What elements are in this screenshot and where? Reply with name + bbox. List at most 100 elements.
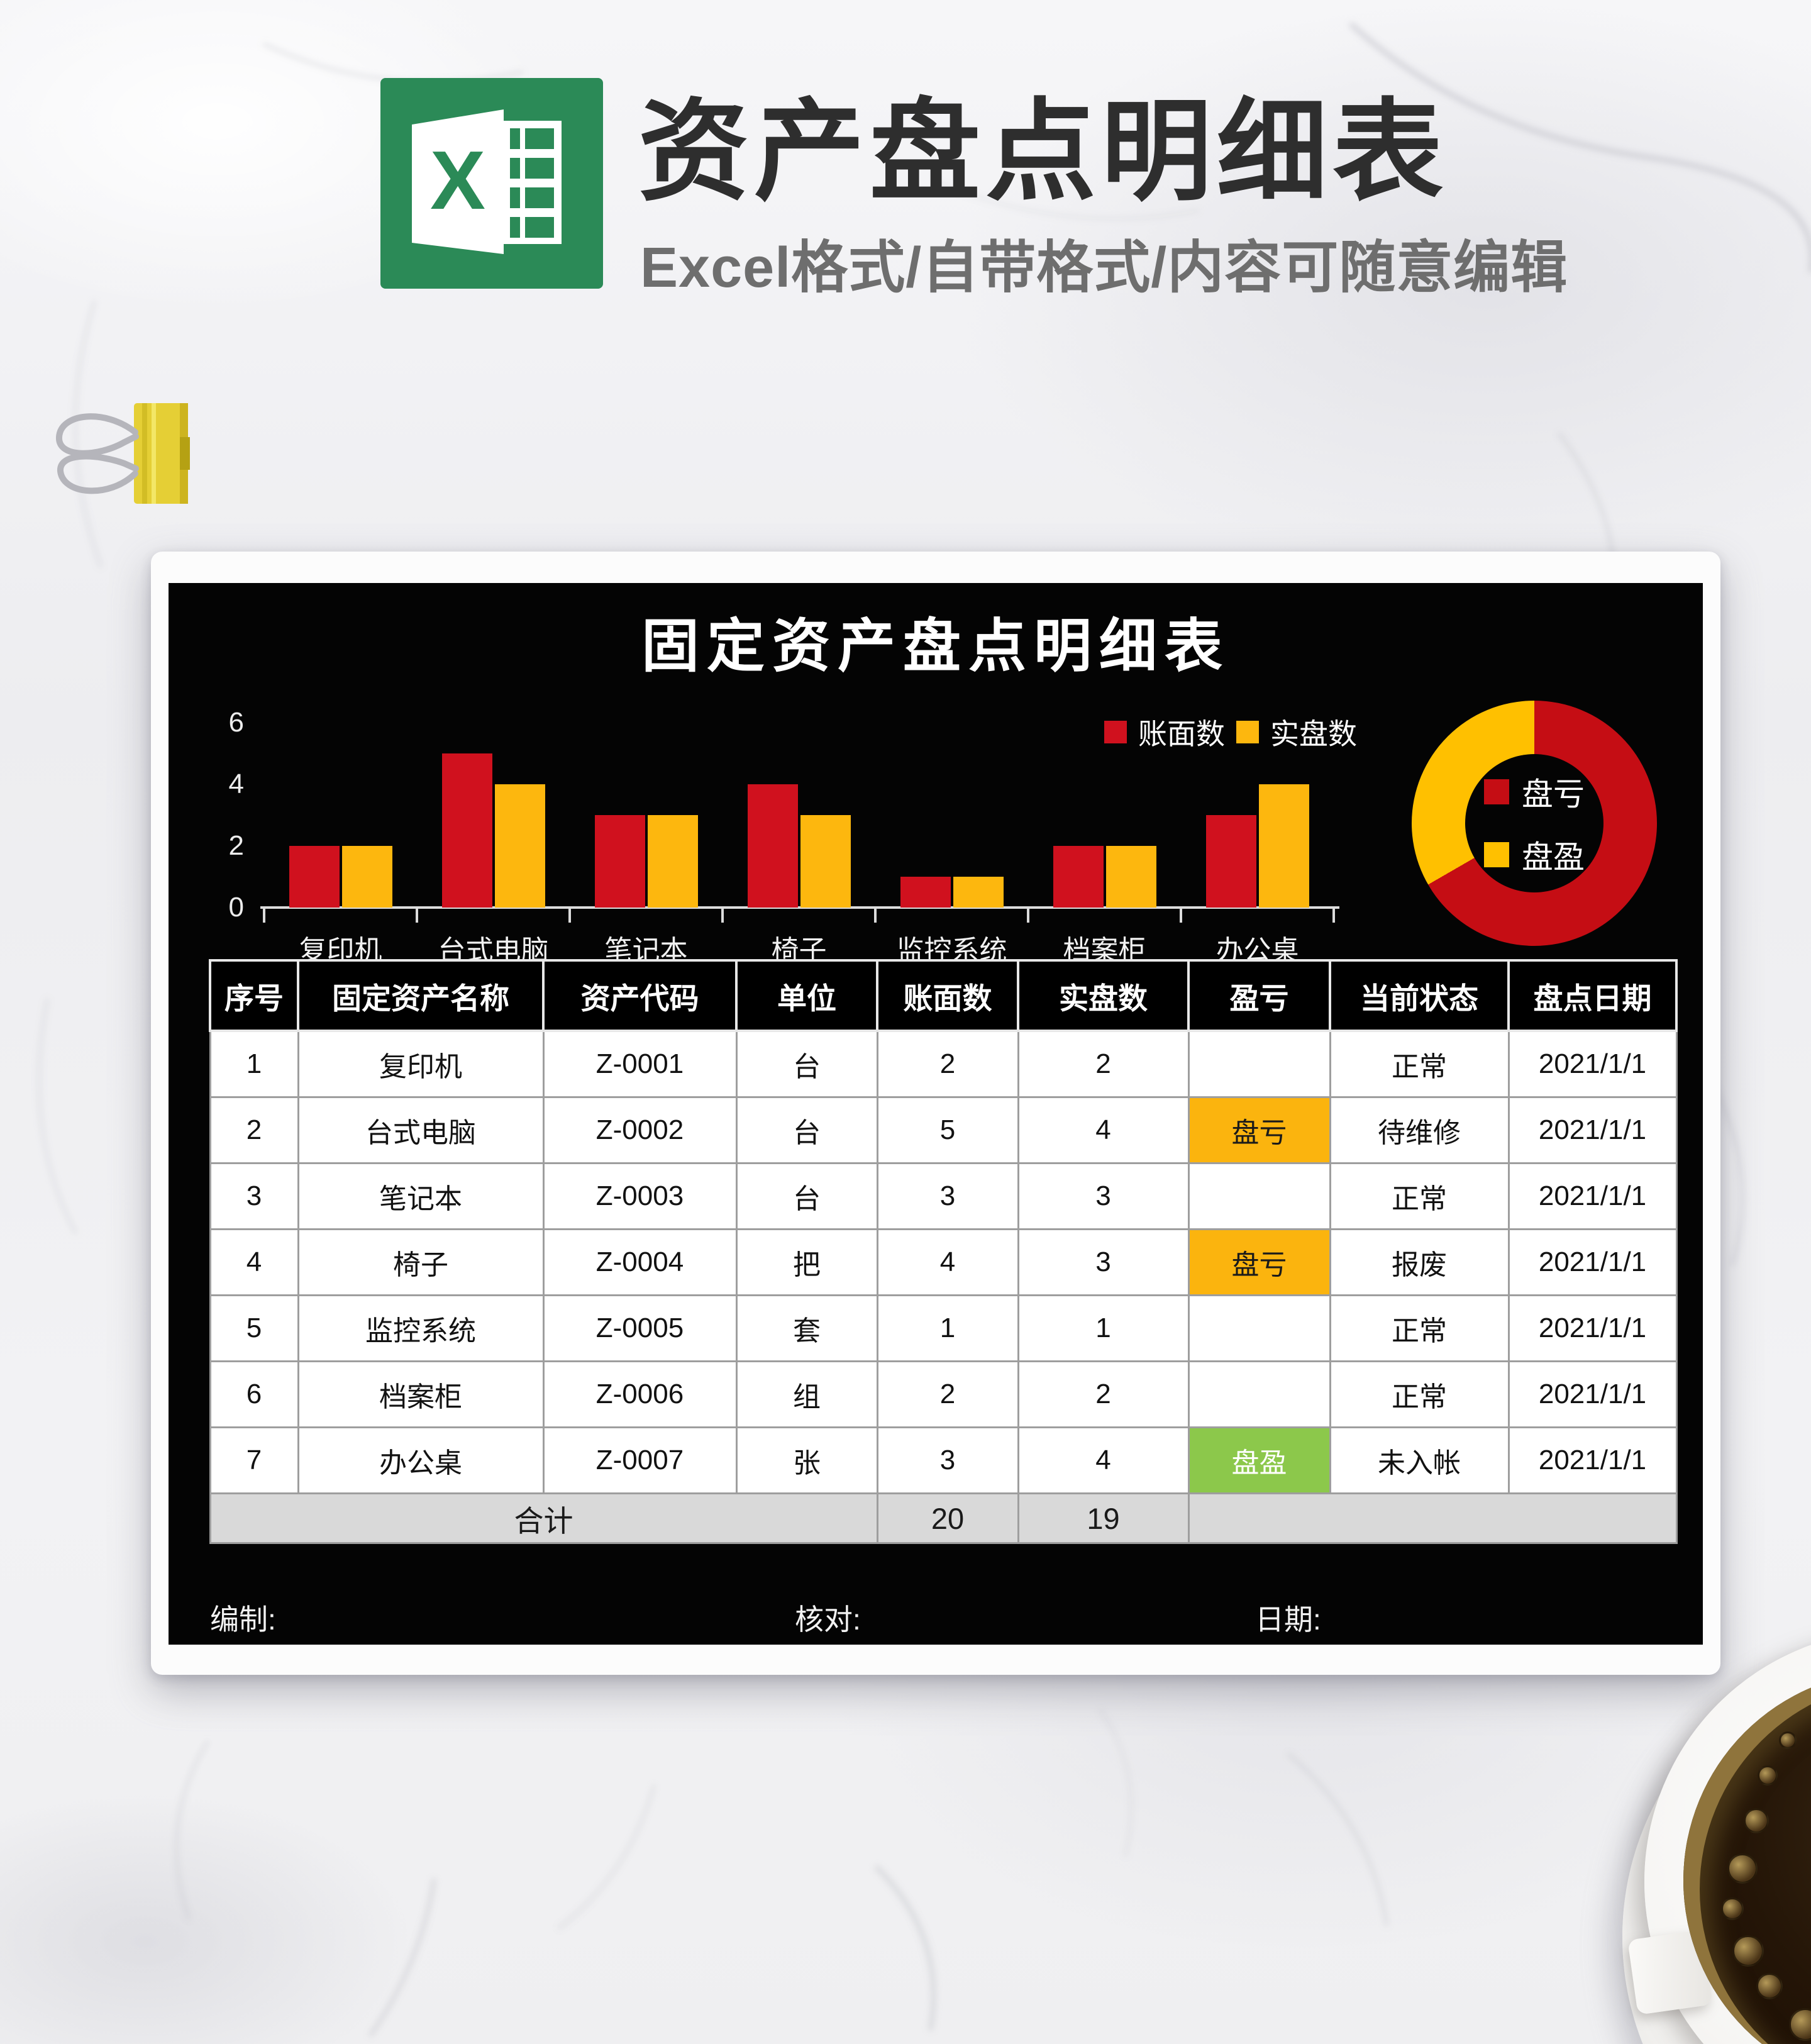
book-count: 2 [876,1360,1019,1428]
asset-name: 台式电脑 [297,1096,545,1164]
donut-chart: 盘亏盘盈 [1412,701,1657,946]
bar-chart-legend: 账面数 实盘数 [1104,711,1357,753]
inventory-date: 2021/1/1 [1507,1294,1678,1362]
bar-账面数 [1053,846,1104,908]
donut-legend-label: 盘亏 [1522,777,1585,812]
column-header: 固定资产名称 [297,959,545,1032]
row-no: 4 [209,1228,299,1296]
asset-name: 监控系统 [297,1294,545,1362]
bar-实盘数 [1258,784,1309,908]
table-row: 2 台式电脑 Z-0002 台 5 4 盘亏 待维修 2021/1/1 [209,1096,1678,1164]
x-axis-tick [263,906,265,923]
status: 正常 [1329,1294,1510,1362]
bar-实盘数 [341,846,392,908]
asset-code: Z-0007 [542,1426,738,1494]
unit: 台 [735,1162,878,1230]
actual-count: 2 [1017,1030,1190,1098]
asset-table: 序号 固定资产名称 资产代码 单位 账面数 实盘数 盈亏 当前状态 盘点日期 1 复印机 Z-0001… [209,959,1678,1544]
bar-账面数 [441,753,492,908]
x-axis-tick [416,906,418,923]
bar-实盘数 [1105,846,1156,908]
inventory-date: 2021/1/1 [1507,1162,1678,1230]
x-axis-line [260,906,1339,909]
unit: 台 [735,1030,878,1098]
report-card: 固定资产盘点明细表 0 2 4 6 复印机 台式电脑 笔记本 椅子 监控系统 档案柜 办公桌 账面数实… [151,552,1720,1675]
actual-count: 1 [1017,1294,1190,1362]
row-no: 3 [209,1162,299,1230]
unit: 把 [735,1228,878,1296]
book-count: 4 [876,1228,1019,1296]
page-subtitle: Excel格式/自带格式/内容可随意编辑 [640,236,1568,299]
unit: 组 [735,1360,878,1428]
asset-code: Z-0004 [542,1228,738,1296]
inventory-date: 2021/1/1 [1507,1228,1678,1296]
actual-count: 2 [1017,1360,1190,1428]
row-no: 1 [209,1030,299,1098]
donut-legend-swatch-icon [1484,842,1509,867]
x-axis-tick [568,906,571,923]
actual-count: 3 [1017,1162,1190,1230]
svg-text:X: X [430,134,485,226]
asset-name: 笔记本 [297,1162,545,1230]
date-label: 日期: [1255,1603,1321,1636]
table-row: 5 监控系统 Z-0005 套 1 1 正常 2021/1/1 [209,1294,1678,1362]
table-row: 6 档案柜 Z-0006 组 2 2 正常 2021/1/1 [209,1360,1678,1428]
report-title: 固定资产盘点明细表 [641,614,1230,679]
row-no: 6 [209,1360,299,1428]
donut-legend-item: 盘盈 [1484,832,1585,877]
asset-name: 档案柜 [297,1360,545,1428]
column-header: 实盘数 [1017,959,1190,1032]
bar-实盘数 [647,815,698,908]
y-axis-tick-label: 2 [228,830,244,861]
asset-code: Z-0002 [542,1096,738,1164]
asset-name: 办公桌 [297,1426,545,1494]
donut-hole [1465,754,1603,892]
profit-loss [1187,1030,1331,1098]
table-row: 3 笔记本 Z-0003 台 3 3 正常 2021/1/1 [209,1162,1678,1230]
x-axis-tick [721,906,724,923]
column-header: 单位 [735,959,878,1032]
table-row: 7 办公桌 Z-0007 张 3 4 盘盈 未入帐 2021/1/1 [209,1426,1678,1494]
inventory-date: 2021/1/1 [1507,1096,1678,1164]
total-book-count: 20 [876,1492,1019,1544]
bar-账面数 [747,784,798,908]
checked-by-label: 核对: [795,1603,861,1636]
bar-账面数 [1205,815,1256,908]
donut-legend: 盘亏盘盈 [1412,701,1657,946]
y-axis-tick-label: 4 [228,769,244,799]
column-header: 序号 [209,959,299,1032]
bar-实盘数 [800,815,851,908]
profit-loss [1187,1360,1331,1428]
x-axis-tick [1180,906,1182,923]
unit: 套 [735,1294,878,1362]
bar-账面数 [594,815,645,908]
profit-loss: 盘亏 [1187,1228,1331,1296]
bar-账面数 [900,877,951,908]
status: 正常 [1329,1162,1510,1230]
legend-swatch-icon [1236,721,1259,743]
book-count: 3 [876,1426,1019,1494]
book-count: 2 [876,1030,1019,1098]
total-label: 合计 [209,1492,878,1544]
x-axis-tick [1027,906,1029,923]
total-empty-cell [1187,1492,1678,1544]
legend-label: 账面数 [1138,718,1225,750]
status: 待维修 [1329,1096,1510,1164]
unit: 张 [735,1426,878,1494]
status: 未入帐 [1329,1426,1510,1494]
status: 正常 [1329,1360,1510,1428]
profit-loss: 盘盈 [1187,1426,1331,1494]
actual-count: 4 [1017,1426,1190,1494]
page-title: 资产盘点明细表 [638,91,1449,214]
bar-实盘数 [494,784,545,908]
table-row: 1 复印机 Z-0001 台 2 2 正常 2021/1/1 [209,1030,1678,1098]
column-header: 盈亏 [1187,959,1331,1032]
report-card-inner: 固定资产盘点明细表 0 2 4 6 复印机 台式电脑 笔记本 椅子 监控系统 档案柜 办公桌 账面数实… [169,583,1703,1645]
actual-count: 3 [1017,1228,1190,1296]
legend-label: 实盘数 [1270,718,1357,750]
y-axis-tick-label: 6 [228,707,244,738]
inventory-date: 2021/1/1 [1507,1360,1678,1428]
bar-实盘数 [953,877,1004,908]
column-header: 账面数 [876,959,1019,1032]
